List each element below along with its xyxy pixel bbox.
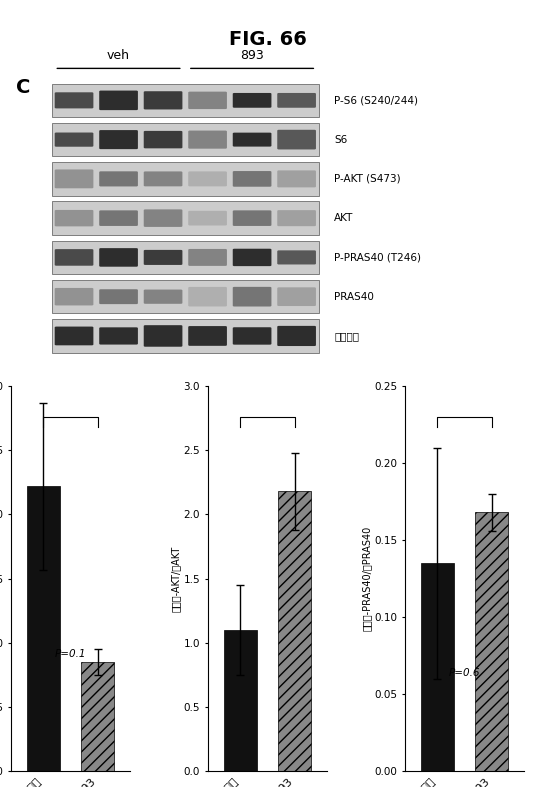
Text: P-PRAS40 (T246): P-PRAS40 (T246) — [334, 253, 421, 262]
FancyBboxPatch shape — [188, 326, 227, 345]
FancyBboxPatch shape — [52, 201, 319, 235]
FancyBboxPatch shape — [52, 162, 319, 196]
Text: S6: S6 — [334, 135, 348, 145]
FancyBboxPatch shape — [55, 210, 94, 227]
Bar — [224, 630, 257, 771]
FancyBboxPatch shape — [277, 287, 316, 306]
Text: P-AKT (S473): P-AKT (S473) — [334, 174, 401, 184]
FancyBboxPatch shape — [99, 172, 138, 187]
FancyBboxPatch shape — [55, 132, 94, 146]
FancyBboxPatch shape — [277, 130, 316, 150]
Text: P=0.6: P=0.6 — [449, 668, 480, 678]
FancyBboxPatch shape — [233, 327, 271, 345]
Text: P-S6 (S240/244): P-S6 (S240/244) — [334, 95, 418, 105]
FancyBboxPatch shape — [188, 172, 227, 187]
FancyBboxPatch shape — [99, 91, 138, 110]
Y-axis label: ホスホ-PRAS40/総PRAS40: ホスホ-PRAS40/総PRAS40 — [361, 526, 371, 631]
Bar — [278, 491, 311, 771]
Text: 893: 893 — [240, 50, 264, 62]
FancyBboxPatch shape — [99, 248, 138, 267]
Text: PRAS40: PRAS40 — [334, 292, 374, 301]
Text: C: C — [16, 78, 30, 97]
Text: AKT: AKT — [334, 213, 354, 224]
FancyBboxPatch shape — [144, 91, 182, 109]
FancyBboxPatch shape — [233, 286, 271, 306]
FancyBboxPatch shape — [52, 241, 319, 274]
FancyBboxPatch shape — [52, 320, 319, 353]
FancyBboxPatch shape — [144, 290, 182, 304]
FancyBboxPatch shape — [55, 92, 94, 109]
FancyBboxPatch shape — [188, 287, 227, 306]
FancyBboxPatch shape — [144, 250, 182, 265]
FancyBboxPatch shape — [188, 211, 227, 226]
FancyBboxPatch shape — [233, 93, 271, 108]
FancyBboxPatch shape — [233, 210, 271, 226]
Text: FIG. 66: FIG. 66 — [228, 31, 307, 50]
FancyBboxPatch shape — [99, 210, 138, 226]
FancyBboxPatch shape — [144, 325, 182, 347]
Bar — [27, 486, 59, 771]
FancyBboxPatch shape — [144, 172, 182, 187]
FancyBboxPatch shape — [144, 131, 182, 148]
FancyBboxPatch shape — [99, 130, 138, 150]
FancyBboxPatch shape — [277, 326, 316, 346]
FancyBboxPatch shape — [55, 327, 94, 345]
Bar — [421, 563, 454, 771]
FancyBboxPatch shape — [188, 249, 227, 266]
FancyBboxPatch shape — [233, 249, 271, 266]
FancyBboxPatch shape — [277, 170, 316, 187]
Bar — [81, 662, 114, 771]
FancyBboxPatch shape — [188, 131, 227, 149]
FancyBboxPatch shape — [99, 290, 138, 304]
FancyBboxPatch shape — [55, 169, 94, 188]
FancyBboxPatch shape — [233, 133, 271, 146]
FancyBboxPatch shape — [52, 83, 319, 117]
FancyBboxPatch shape — [277, 250, 316, 264]
FancyBboxPatch shape — [55, 249, 94, 266]
Text: veh: veh — [107, 50, 130, 62]
Text: アクチン: アクチン — [334, 331, 360, 341]
FancyBboxPatch shape — [144, 209, 182, 227]
FancyBboxPatch shape — [55, 288, 94, 305]
Text: P=0.1: P=0.1 — [55, 649, 86, 659]
FancyBboxPatch shape — [52, 280, 319, 313]
FancyBboxPatch shape — [233, 171, 271, 187]
FancyBboxPatch shape — [52, 123, 319, 157]
FancyBboxPatch shape — [277, 210, 316, 226]
FancyBboxPatch shape — [188, 91, 227, 109]
FancyBboxPatch shape — [277, 93, 316, 108]
FancyBboxPatch shape — [99, 327, 138, 345]
Y-axis label: ホスホ-AKT/総AKT: ホスホ-AKT/総AKT — [171, 545, 181, 611]
Bar — [476, 512, 508, 771]
